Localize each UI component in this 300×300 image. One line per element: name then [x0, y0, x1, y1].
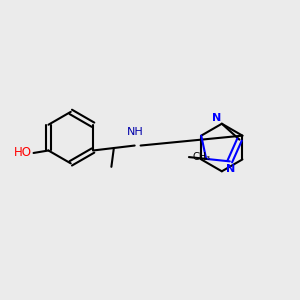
Text: CH₃: CH₃ — [193, 152, 211, 162]
Text: NH: NH — [127, 127, 144, 136]
Text: N: N — [226, 164, 236, 174]
Text: HO: HO — [14, 146, 32, 160]
Text: N: N — [212, 113, 221, 123]
